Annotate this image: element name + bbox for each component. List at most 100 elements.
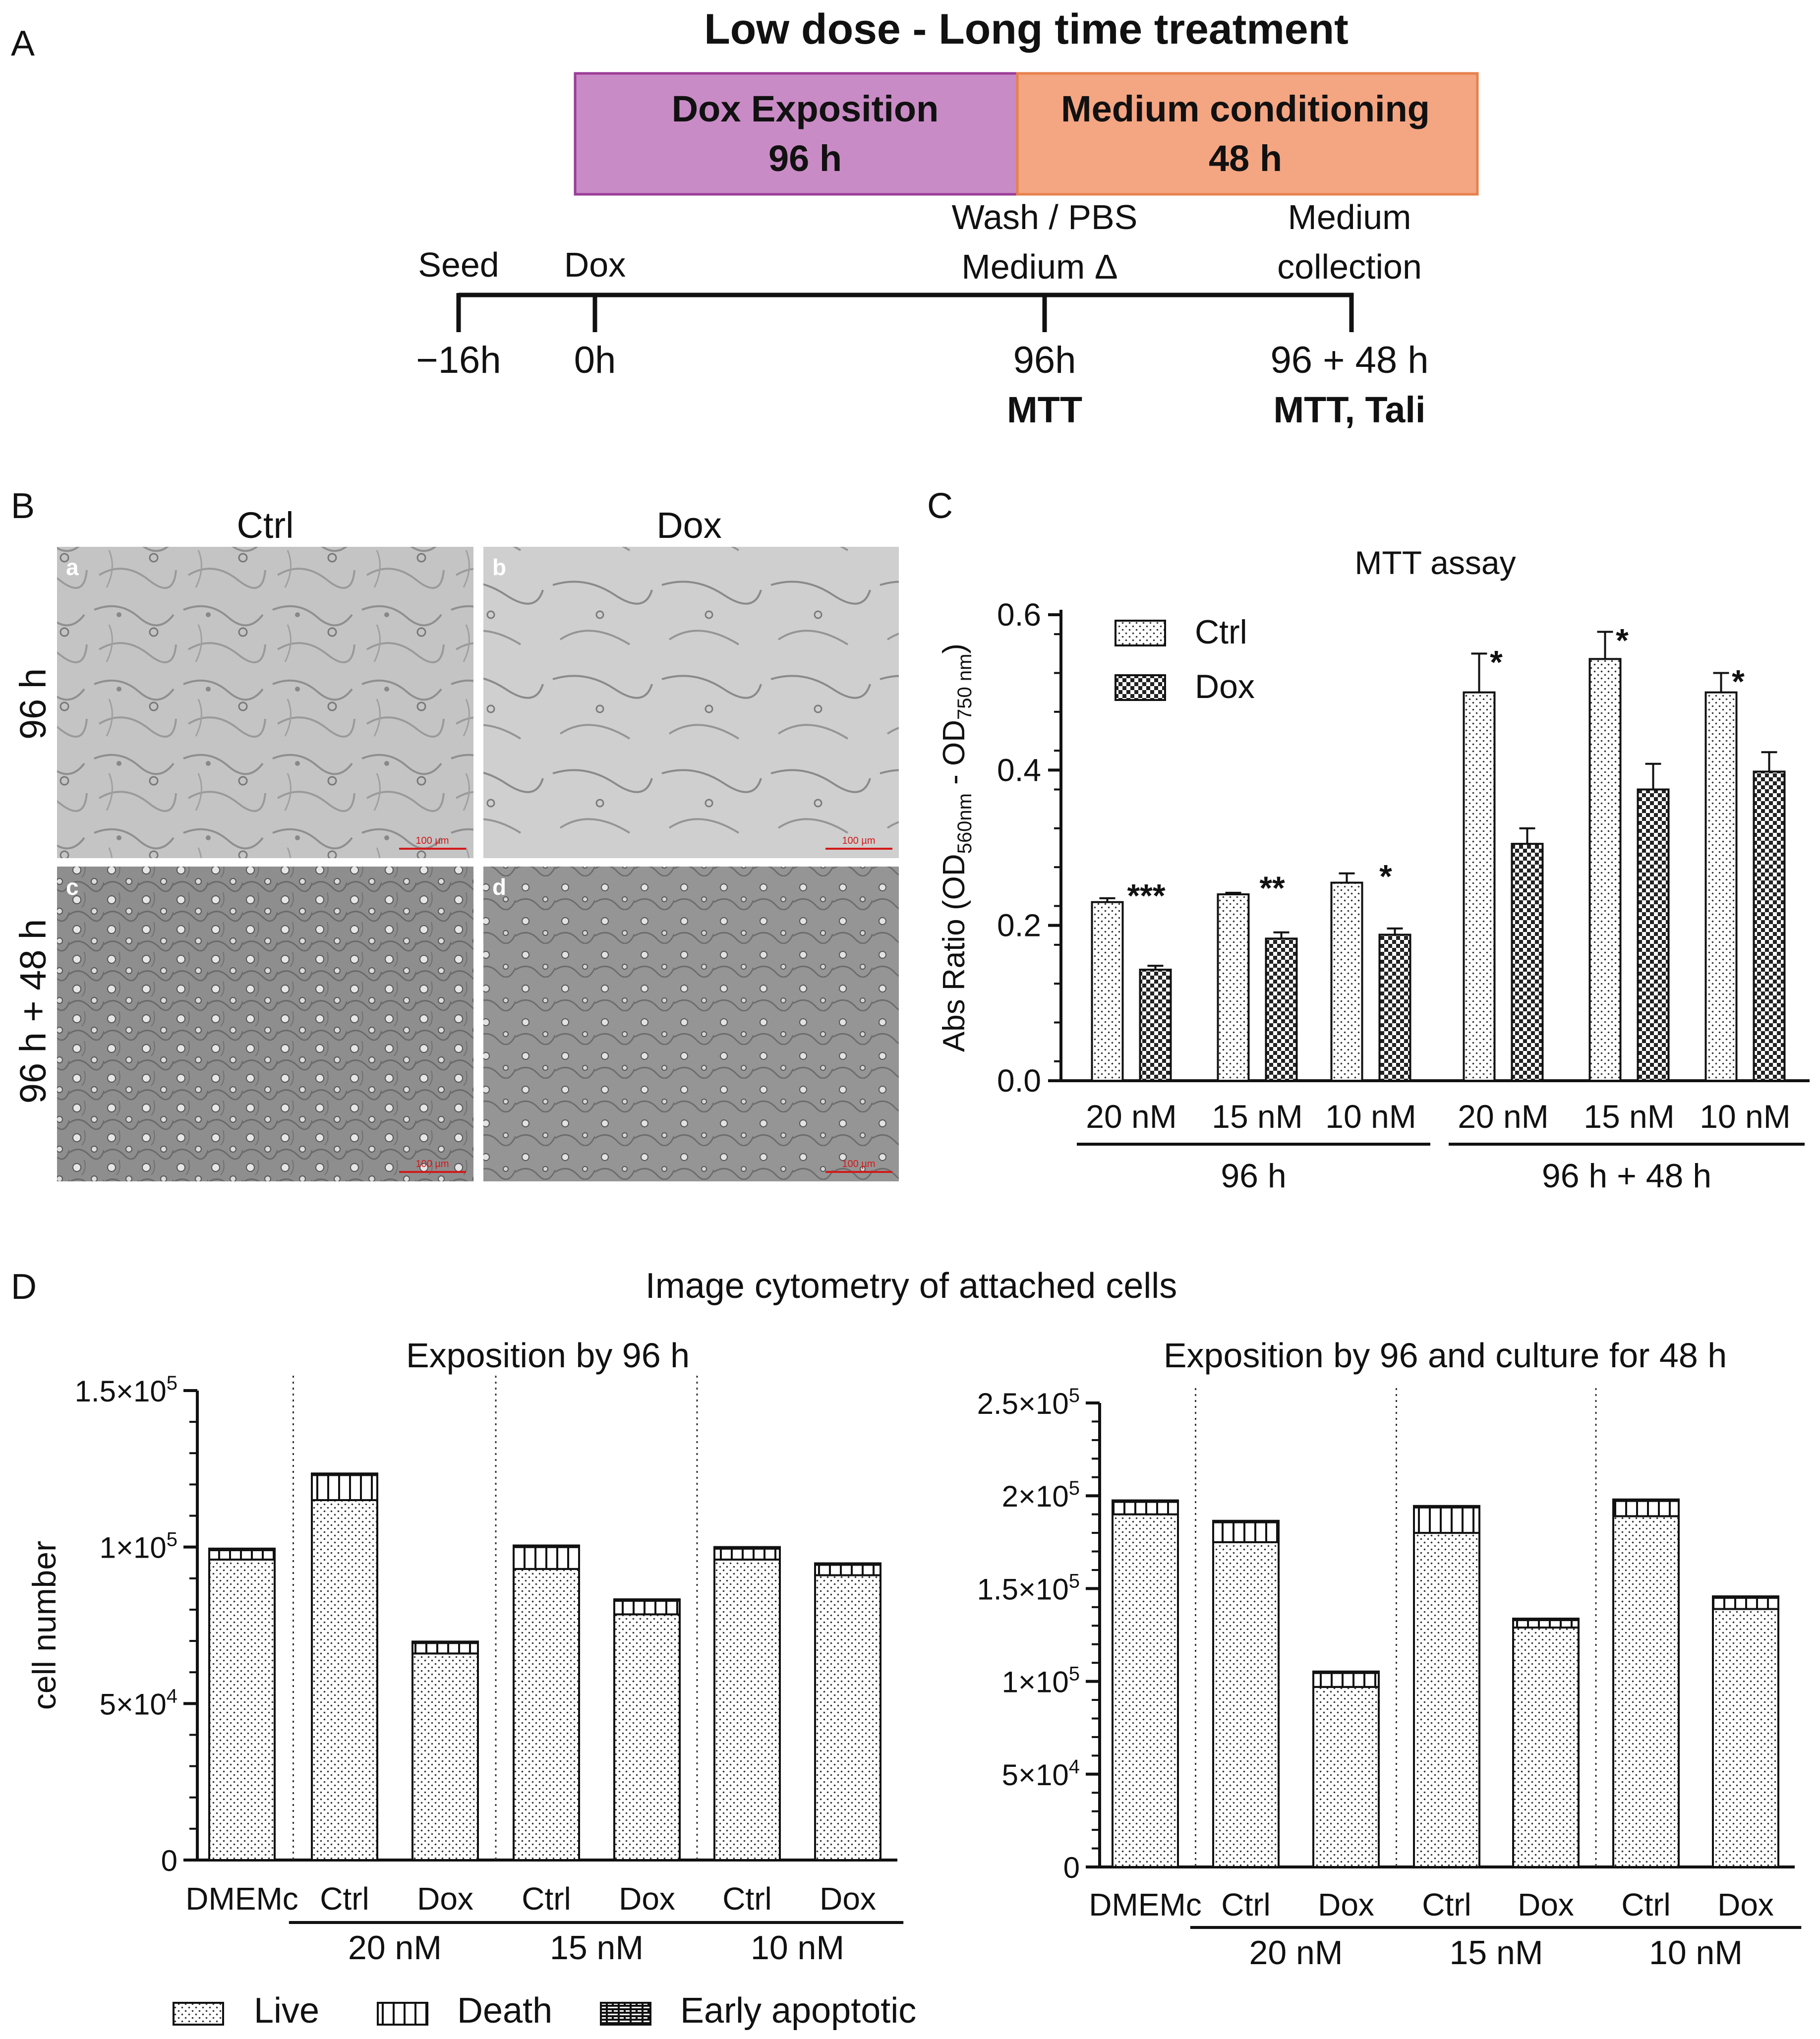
mtt-significance: * [1732,663,1745,700]
legend-death-swatch [377,2002,428,2026]
micrograph-letter-b: b [492,554,506,580]
cytometry-group-label: 10 nM [1649,1934,1743,1972]
cytometry-bar-live [1712,1608,1779,1868]
cytometry-bar-death [814,1563,881,1576]
cytometry-group-label: 15 nM [550,1929,644,1967]
cytometry-bar-live [1312,1686,1380,1868]
cytometry-bar-early-apoptotic [208,1547,276,1551]
mtt-y-tick-label: 0.0 [997,1063,1041,1099]
mtt-legend-label-dox: Dox [1195,668,1255,705]
mtt-bar-ctrl [1704,691,1738,1082]
mtt-bar-ctrl [1217,893,1250,1082]
cytometry-x-tick-label: Ctrl [522,1881,571,1917]
cytometry-bar-early-apoptotic [513,1544,580,1548]
cytometry-x-tick-label: DMEMc [185,1881,298,1917]
mtt-x-tick-label: 10 nM [1325,1098,1416,1135]
cytometry-group-label: 15 nM [1450,1934,1543,1972]
cytometry-y-tick-label: 2.5×105 [977,1385,1080,1420]
cytometry-bar-live [1512,1627,1580,1868]
cytometry-x-tick-label: Dox [1518,1887,1574,1922]
scale-bar-b: 100 µm [825,835,892,850]
scale-bar-a: 100 µm [399,835,466,850]
mtt-y-axis-label: Abs Ratio (OD560nm - OD750 nm) [937,643,976,1052]
cytometry-y-axis-label: cell number [26,1541,62,1710]
cytometry-bar-early-apoptotic [1413,1505,1480,1509]
event-medium-change-label: Medium Δ [961,247,1117,286]
cytometry-bar-death [713,1547,781,1561]
cytometry-y-tick-label: 1.5×105 [977,1570,1080,1606]
cytometry-bar-early-apoptotic [713,1546,781,1550]
cytometry-bar-early-apoptotic [1612,1498,1680,1502]
cytometry-y-tick-label: 1×105 [100,1529,177,1565]
cytometry-y-tick-label: 5×104 [100,1685,177,1721]
mtt-x-tick-label: 10 nM [1700,1098,1790,1135]
medium-conditioning-duration: 48 h [1209,138,1282,179]
cytometry-x-tick-label: Dox [1717,1887,1774,1922]
mtt-bar-dox [1637,788,1670,1082]
cytometry-x-tick-label: DMEMc [1089,1887,1202,1922]
time-96h: 96h [1013,339,1076,381]
event-dox-label: Dox [564,245,626,284]
cytometry-x-tick-label: Dox [820,1881,876,1917]
cytometry-chart-title: Exposition by 96 and culture for 48 h [1164,1336,1727,1375]
cytometry-bar-death [1413,1506,1480,1534]
micrograph-b [483,547,899,858]
mtt-bar-dox [1139,968,1172,1082]
row-label-96-48h: 96 h + 48 h [12,919,54,1104]
mtt-significance: * [1616,622,1629,658]
legend-death-label: Death [457,1991,552,2031]
cytometry-bar-live [208,1558,276,1861]
event-wash-label: Wash / PBS [952,198,1138,236]
cytometry-bar-death [208,1549,276,1561]
cytometry-group-label: 10 nM [751,1929,844,1967]
mtt-assay-chart: MTT assay 0.0 0.2 0.4 0.6 Abs Ratio (OD560nm … [937,544,1810,1195]
cytometry-bar-live [311,1499,378,1861]
cytometry-bar-early-apoptotic [411,1640,479,1644]
panel-letter-d: D [11,1267,37,1307]
cytometry-bar-death [1112,1500,1179,1515]
scale-bar-c-label: 100 µm [415,1159,449,1169]
mtt-bar-dox [1378,933,1411,1082]
mtt-legend-label-ctrl: Ctrl [1195,613,1247,651]
mtt-y-tick-label: 0.2 [997,908,1041,943]
event-medium-label: Medium [1288,198,1411,236]
mtt-x-tick-label: 20 nM [1458,1098,1548,1135]
scale-bar-d-label: 100 µm [842,1159,875,1169]
mtt-x-tick-label: 15 nM [1584,1098,1674,1135]
mtt-legend-swatch-dox [1115,674,1166,701]
cytometry-bar-live [513,1568,580,1862]
mtt-significance: * [1490,643,1503,680]
mtt-x-tick-label: 20 nM [1086,1098,1176,1135]
micrograph-d [483,867,899,1181]
legend-early-apoptotic-label: Early apoptotic [680,1991,916,2031]
panel-letter-a: A [11,24,35,63]
col-label-dox: Dox [656,505,722,546]
mtt-significance: ** [1259,870,1285,906]
medium-conditioning-box [1016,72,1479,196]
mtt-significance: *** [1127,877,1165,914]
mtt-group-label: 96 h [1221,1157,1286,1195]
cytometry-bar-death [613,1599,681,1616]
cytometry-y-tick-label: 1×105 [1002,1663,1080,1699]
cytometry-bar-live [1413,1532,1480,1868]
dox-exposition-duration: 96 h [768,138,842,179]
mtt-legend-swatch-ctrl [1115,620,1166,646]
cytometry-x-tick-label: Ctrl [320,1881,369,1917]
cytometry-bar-early-apoptotic [814,1562,881,1566]
mtt-bar-ctrl [1463,691,1496,1082]
cytometry-bar-death [411,1641,479,1655]
cytometry-x-tick-label: Dox [619,1881,675,1917]
cytometry-x-tick-label: Ctrl [1621,1887,1671,1922]
cytometry-bar-live [814,1574,881,1861]
cytometry-bar-live [411,1652,479,1862]
panel-d-title: Image cytometry of attached cells [646,1266,1177,1306]
cytometry-bar-death [1312,1671,1380,1688]
cytometry-bar-early-apoptotic [311,1472,378,1476]
panel-letter-b: B [11,486,35,526]
cytometry-bar-death [1212,1520,1280,1543]
panel-a-title: Low dose - Long time treatment [704,5,1349,53]
cytometry-96-48h-chart: Exposition by 96 and culture for 48 h 0 5×… [977,1336,1802,1972]
time-96-48h: 96 + 48 h [1270,339,1428,381]
scale-bar-d: 100 µm [825,1159,892,1173]
